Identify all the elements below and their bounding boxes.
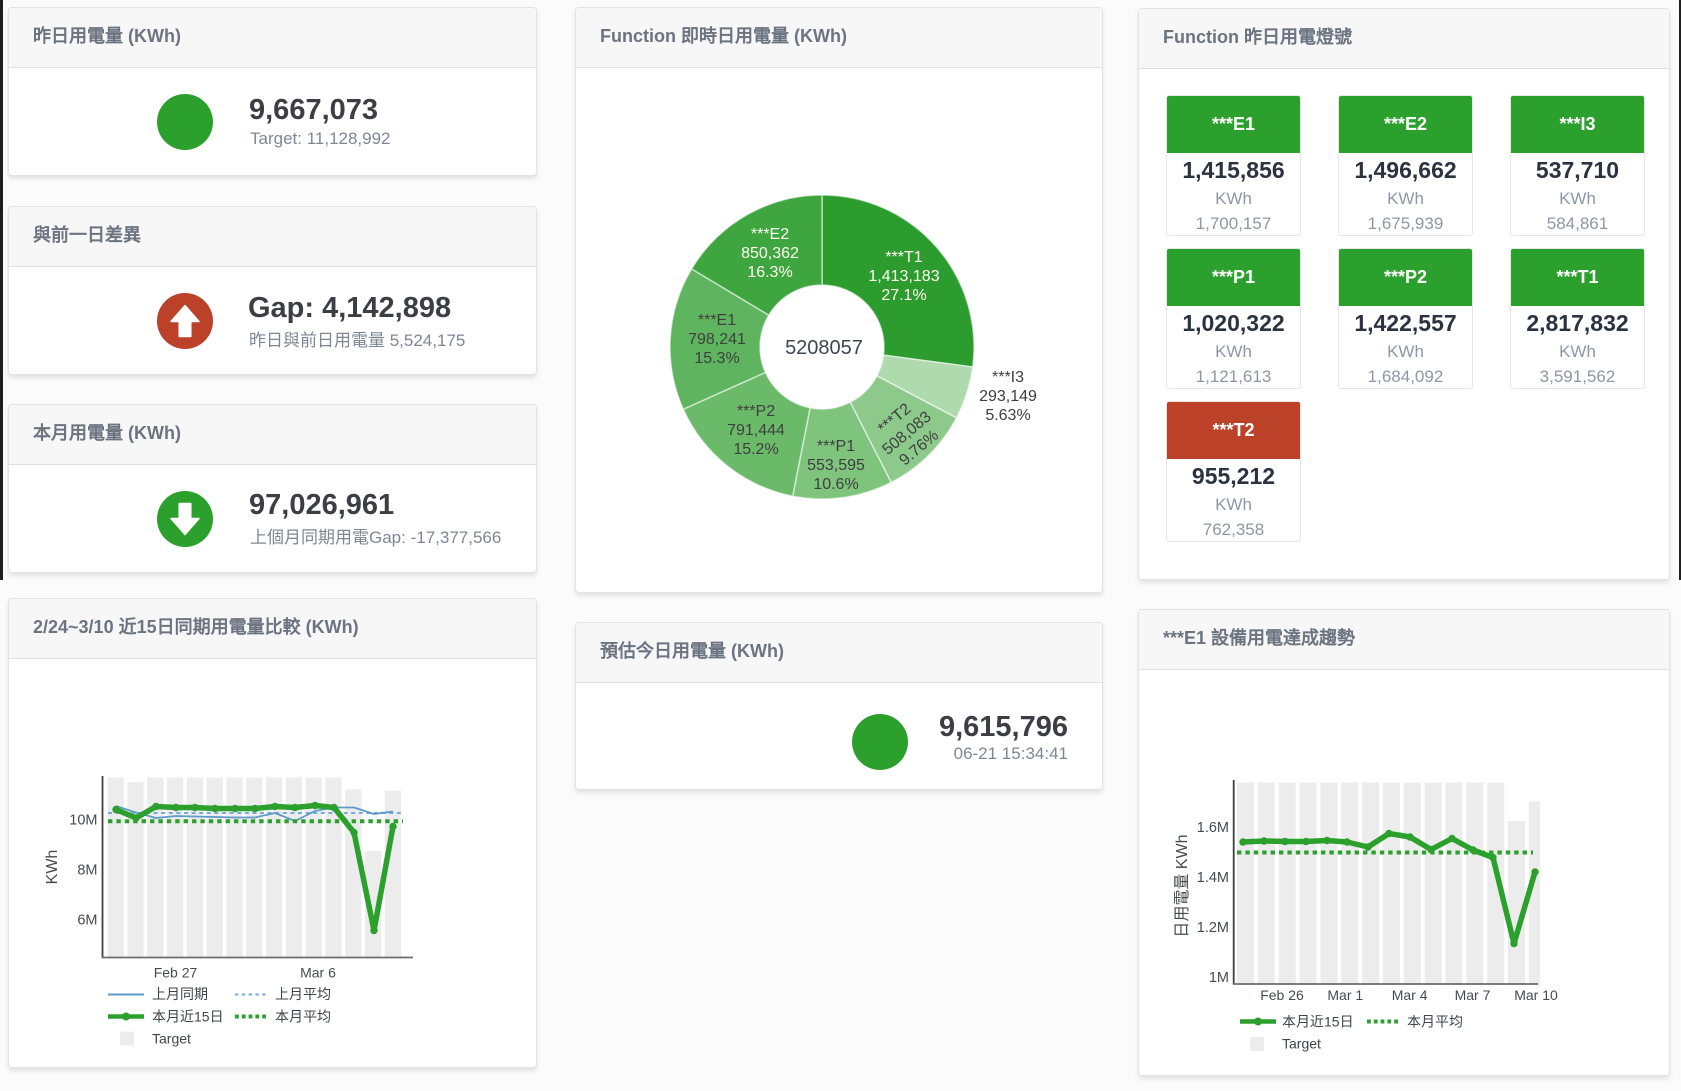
svg-text:1.2M: 1.2M (1197, 920, 1229, 936)
svg-text:Feb 26: Feb 26 (1260, 987, 1304, 1003)
svg-text:本月近15日: 本月近15日 (1282, 1015, 1354, 1030)
svg-text:本月近15日: 本月近15日 (152, 1009, 224, 1025)
svg-text:8M: 8M (77, 863, 97, 879)
svg-text:日用電量 KWh: 日用電量 KWh (1174, 834, 1191, 937)
svg-text:上月平均: 上月平均 (275, 986, 331, 1002)
svg-text:6M: 6M (77, 913, 97, 929)
svg-text:Target: Target (1282, 1036, 1321, 1052)
svg-text:Mar 4: Mar 4 (1392, 987, 1428, 1003)
svg-text:1.4M: 1.4M (1197, 870, 1229, 886)
svg-text:Target: Target (152, 1031, 191, 1047)
svg-text:1M: 1M (1209, 970, 1229, 986)
svg-text:Mar 7: Mar 7 (1455, 987, 1491, 1003)
svg-text:Feb 27: Feb 27 (154, 965, 198, 981)
svg-text:Mar 1: Mar 1 (1327, 987, 1363, 1003)
svg-text:Mar 6: Mar 6 (300, 965, 336, 981)
svg-text:本月平均: 本月平均 (275, 1009, 331, 1025)
svg-text:1.6M: 1.6M (1197, 820, 1229, 836)
svg-text:Mar 10: Mar 10 (1514, 987, 1558, 1003)
svg-text:10M: 10M (69, 813, 97, 829)
svg-text:本月平均: 本月平均 (1407, 1015, 1463, 1030)
svg-text:KWh: KWh (44, 850, 61, 885)
svg-text:上月同期: 上月同期 (152, 986, 208, 1002)
